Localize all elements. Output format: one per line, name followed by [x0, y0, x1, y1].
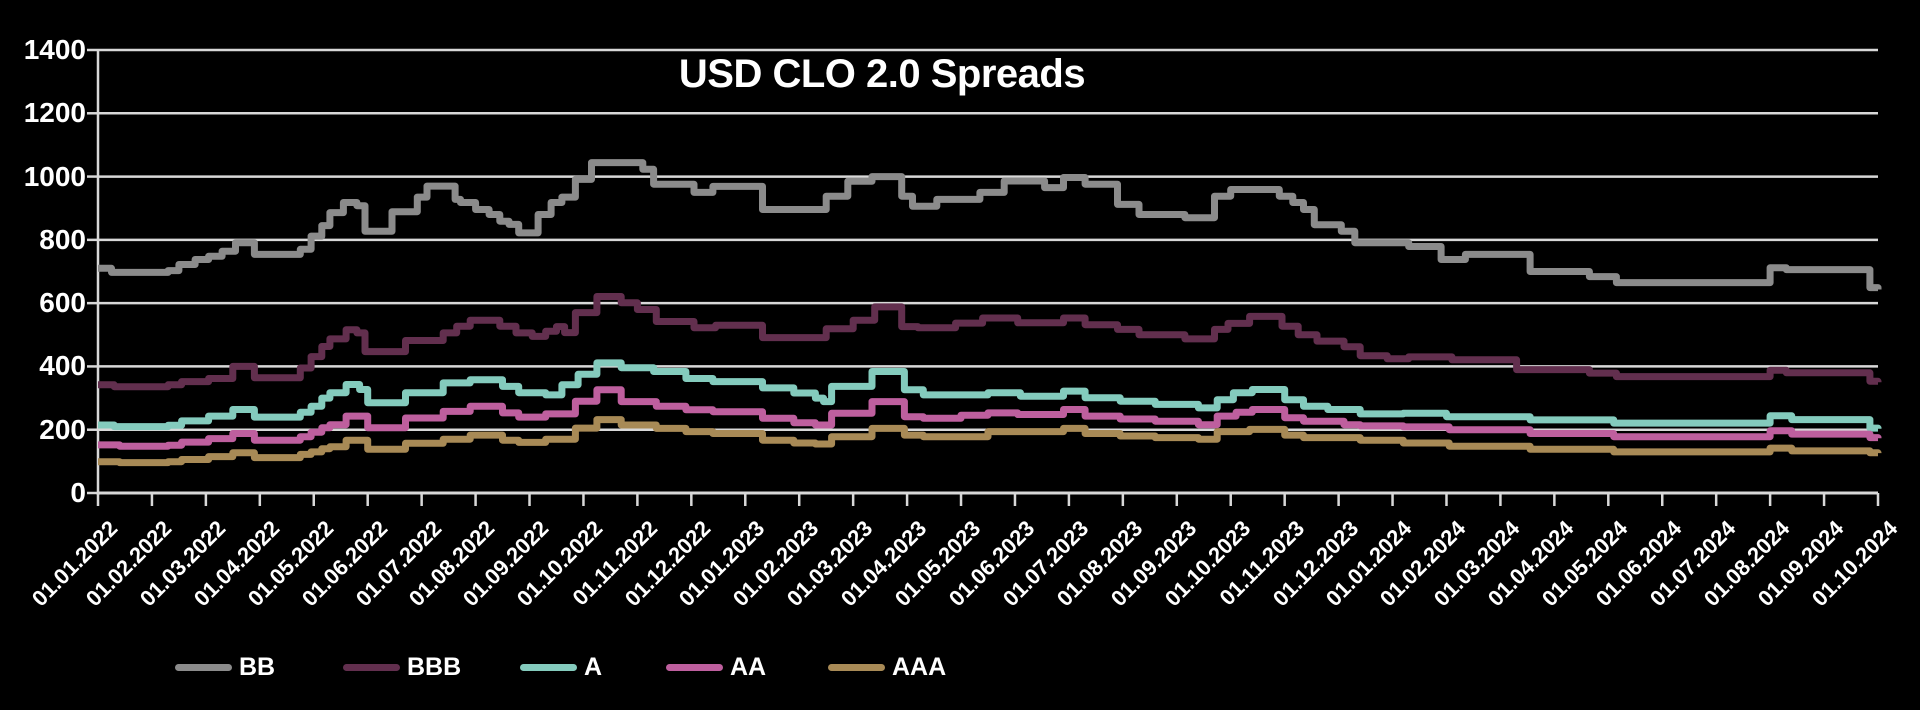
series-line-bbb	[98, 293, 1882, 391]
legend-swatch	[175, 663, 232, 671]
chart-title: USD CLO 2.0 Spreads	[678, 52, 1086, 96]
legend-item-aa: AA	[666, 652, 766, 682]
y-axis-label: 200	[39, 413, 86, 445]
legend-swatch	[828, 663, 885, 671]
legend-label: AA	[730, 652, 767, 681]
legend-label: A	[584, 652, 603, 681]
y-axis-label: 0	[70, 477, 86, 508]
y-axis-label: 600	[39, 287, 86, 319]
y-axis-label: 400	[39, 350, 86, 382]
series-line-a	[98, 359, 1882, 432]
legend-label: AAA	[892, 652, 947, 681]
y-axis-label: 1400	[23, 34, 86, 65]
legend-swatch	[343, 663, 400, 671]
legend-item-aaa: AAA	[828, 652, 946, 682]
legend-label: BB	[239, 652, 276, 681]
y-axis-label: 800	[39, 223, 86, 255]
legend-item-bbb: BBB	[343, 652, 461, 682]
series-line-bb	[98, 159, 1882, 292]
y-axis-label: 1000	[23, 160, 86, 192]
series-line-aa	[98, 386, 1882, 450]
legend-item-bb: BB	[175, 652, 275, 682]
series-line-aaa	[98, 416, 1882, 467]
legend-label: BBB	[407, 652, 462, 681]
legend-swatch	[520, 663, 577, 671]
legend-item-a: A	[520, 652, 602, 682]
legend-swatch	[666, 663, 723, 671]
y-axis-label: 1200	[23, 97, 86, 129]
